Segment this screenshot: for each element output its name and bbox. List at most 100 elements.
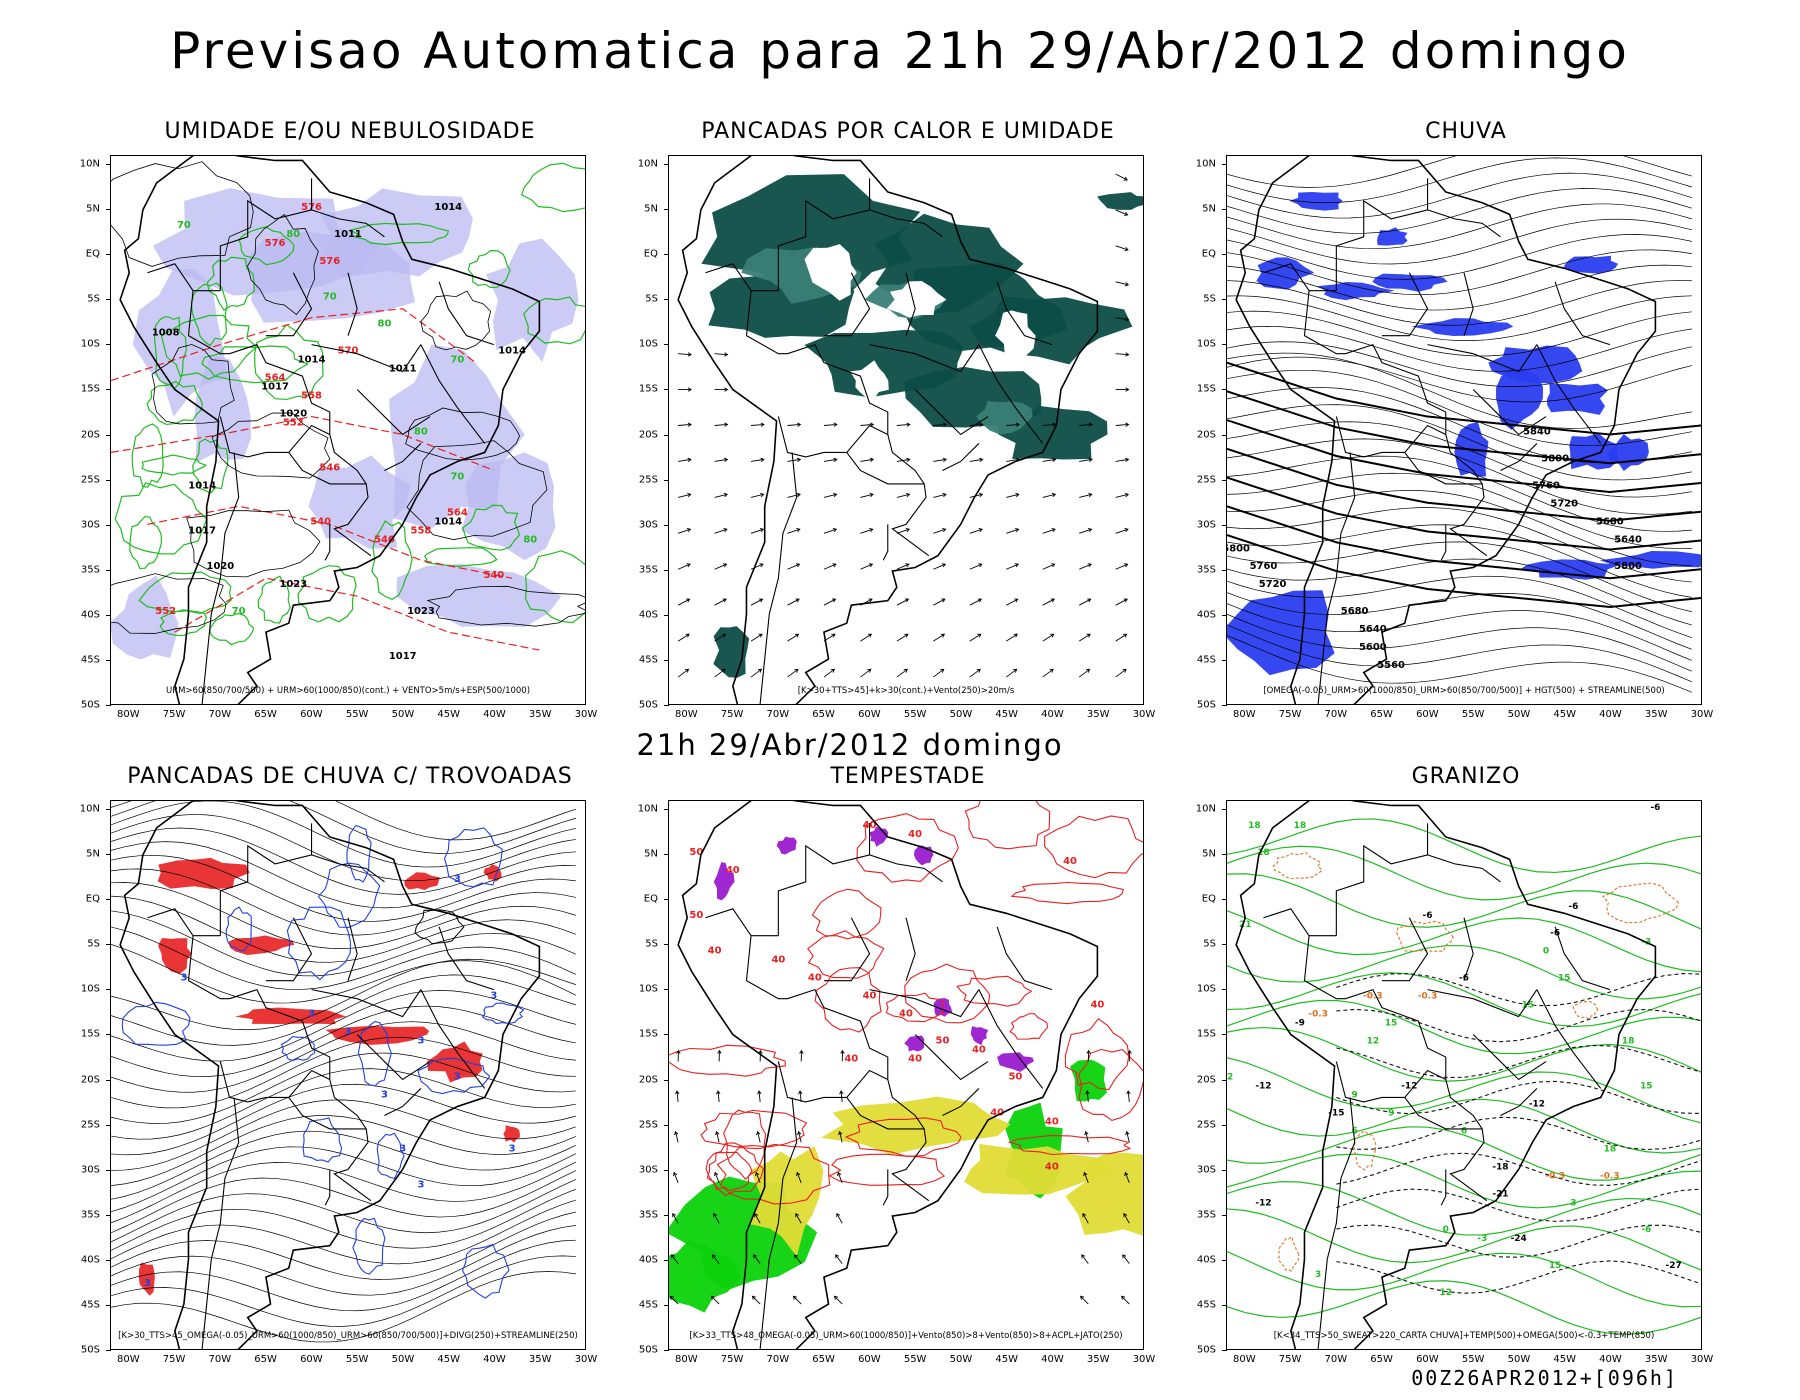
streamline xyxy=(1227,369,1692,446)
country-border xyxy=(188,980,372,1202)
clear-gap xyxy=(995,310,1036,367)
country-border xyxy=(846,452,925,485)
temperature-contour xyxy=(1227,1181,1701,1236)
temperature-500-label: -6 xyxy=(1550,929,1560,939)
height-label: 5720 xyxy=(1259,579,1287,590)
omega-contour xyxy=(1396,920,1454,952)
wind-vector xyxy=(687,422,692,427)
wind-vector xyxy=(978,528,983,533)
longitude-tick-label: 75W xyxy=(720,709,744,720)
wind-vector xyxy=(678,458,691,462)
latitude-tick-label: 50S xyxy=(1196,1344,1216,1356)
wind-vector xyxy=(1006,598,1018,606)
wind-vector xyxy=(712,1254,720,1264)
wind-vector xyxy=(714,563,727,570)
wind-vector xyxy=(1079,563,1092,570)
latitude-tick-label: 20S xyxy=(638,1074,658,1085)
latitude-tick-label: 5S xyxy=(645,938,658,950)
wind-label: 40 xyxy=(808,973,822,984)
wind-vector xyxy=(1126,1131,1130,1143)
longitude-tick-label: 80W xyxy=(1232,709,1256,720)
wind-vector xyxy=(721,668,726,673)
wind-vector xyxy=(795,1212,800,1218)
latitude-tick xyxy=(664,569,669,571)
upper-jet-area xyxy=(748,1146,824,1257)
severe-storm-area xyxy=(933,998,953,1017)
wind-vector xyxy=(1082,1212,1087,1218)
rain-area xyxy=(1547,383,1608,415)
country-border xyxy=(1536,344,1602,444)
wind-vector xyxy=(792,1295,797,1300)
map-canvas xyxy=(677,156,1143,704)
country-border xyxy=(996,926,1053,991)
omega-contour xyxy=(1272,852,1323,880)
thunderstorm-area xyxy=(235,1007,347,1025)
wind-vector xyxy=(750,668,762,678)
humidity-contour xyxy=(462,504,521,551)
longitude-tick-label: 35W xyxy=(528,1354,552,1365)
wind-vector xyxy=(675,1090,680,1095)
divergence-label: 3 xyxy=(144,1278,151,1289)
latitude-tick-label: 30S xyxy=(80,1164,100,1176)
wind-vector xyxy=(933,563,946,570)
isobar-label: 1008 xyxy=(152,328,180,339)
streamline xyxy=(1227,404,1692,481)
country-border xyxy=(1463,917,1474,981)
country-border xyxy=(869,989,980,1018)
latitude-tick xyxy=(1222,1304,1227,1306)
longitude-tick-label: 55W xyxy=(1461,1354,1485,1365)
humidity-contour xyxy=(131,423,164,488)
wind-vector xyxy=(941,598,946,603)
streamline xyxy=(1227,472,1692,549)
country-border xyxy=(914,1034,989,1081)
temperature-label: 18 xyxy=(1622,1037,1634,1047)
wind-vector xyxy=(671,1254,675,1259)
wind-vector xyxy=(1079,458,1093,462)
contour-label-red: 576 xyxy=(265,238,286,249)
streamline xyxy=(111,801,576,854)
latitude-tick-label: 25S xyxy=(80,1119,100,1131)
wind-vector xyxy=(1042,458,1056,462)
wind-vector xyxy=(687,352,692,357)
temperature-label: 3 xyxy=(1315,1270,1321,1280)
divergence-contour xyxy=(481,1002,525,1025)
continent-outline xyxy=(119,801,541,1349)
height-label: 5760 xyxy=(1532,480,1560,491)
latitude-tick-label: 10S xyxy=(1196,983,1216,995)
contour-label-green: 80 xyxy=(378,319,392,330)
temperature-500-label: -24 xyxy=(1511,1234,1527,1244)
wind-vector xyxy=(823,563,837,570)
wind-vector xyxy=(716,1090,721,1095)
contour-label-red: 570 xyxy=(338,346,359,357)
latitude-tick-label: EQ xyxy=(85,893,100,905)
wind-vector xyxy=(1014,598,1019,603)
wind-vector xyxy=(836,1213,843,1224)
longitude-tick-label: 45W xyxy=(995,1354,1018,1365)
latitude-tick-label: 10N xyxy=(1195,803,1216,815)
latitude-tick-label: 35S xyxy=(80,564,100,576)
latitude-tick-label: 35S xyxy=(638,564,658,576)
wind-vector xyxy=(1078,633,1091,642)
longitude-tick-label: 50W xyxy=(391,709,415,720)
latitude-tick xyxy=(1222,614,1227,616)
longitude-tick-label: 35W xyxy=(1644,709,1668,720)
streamline xyxy=(111,1036,576,1109)
wind-vector xyxy=(1115,458,1129,462)
continent-outline xyxy=(677,801,1099,1349)
rain-area xyxy=(1289,191,1343,211)
divergence-contour xyxy=(280,1035,316,1062)
streamline xyxy=(111,990,576,1062)
country-border xyxy=(384,443,422,471)
longitude-tick-label: 80W xyxy=(674,1354,698,1365)
latitude-tick xyxy=(1222,569,1227,571)
country-border xyxy=(745,290,779,336)
wind-vector xyxy=(1121,1295,1126,1300)
temperature-label: 0 xyxy=(1543,947,1549,957)
streamline xyxy=(111,1255,576,1327)
wind-vector xyxy=(796,457,802,462)
wind-vector xyxy=(794,1254,798,1259)
wind-vector xyxy=(1125,422,1130,427)
longitude-tick-label: 50W xyxy=(949,1354,973,1365)
height-label: 5680 xyxy=(1596,516,1624,527)
